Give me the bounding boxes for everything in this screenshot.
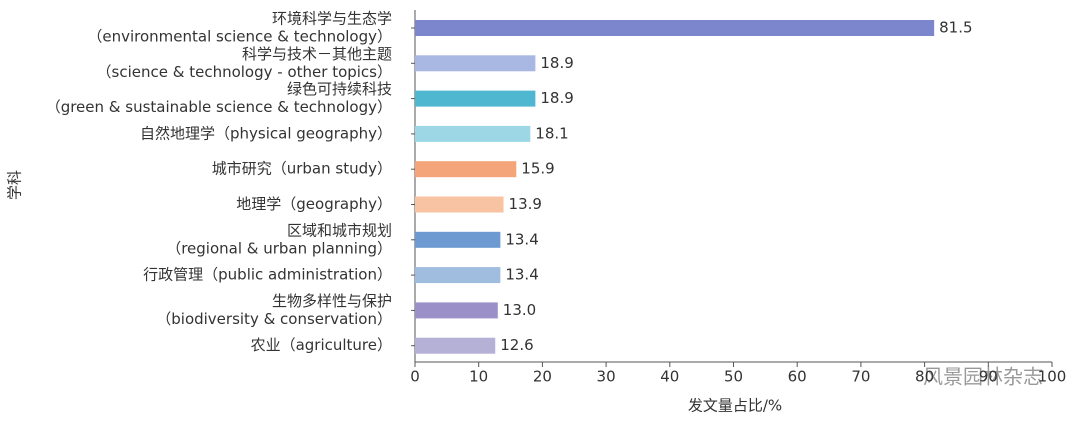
- y-tick-label: 城市研究（urban study）: [212, 160, 392, 178]
- bar: [415, 161, 517, 178]
- y-tick-label: 生物多样性与保护: [272, 292, 392, 310]
- bar: [415, 125, 531, 142]
- bar: [415, 337, 496, 354]
- y-tick-label: 区域和城市规划: [287, 221, 392, 239]
- y-axis-label: 学科: [6, 170, 24, 200]
- bar: [415, 90, 536, 107]
- value-label: 13.0: [503, 301, 536, 319]
- x-tick-label: 60: [788, 368, 807, 386]
- x-tick-label: 30: [597, 368, 616, 386]
- value-label: 81.5: [939, 19, 972, 37]
- bar: [415, 196, 504, 213]
- y-tick-label: 绿色可持续科技: [287, 80, 392, 98]
- value-label: 18.9: [540, 54, 573, 72]
- x-axis-label: 发文量占比/%: [688, 397, 782, 415]
- value-label: 15.9: [521, 160, 554, 178]
- x-tick-label: 100: [1038, 368, 1067, 386]
- y-tick-label: 科学与技术－其他主题: [242, 45, 392, 63]
- value-label: 13.9: [509, 195, 542, 213]
- x-tick-label: 10: [469, 368, 488, 386]
- value-label: 18.9: [540, 89, 573, 107]
- bar: [415, 302, 498, 319]
- x-tick-label: 90: [979, 368, 998, 386]
- y-tick-label: （regional & urban planning）: [166, 239, 392, 257]
- y-tick-label: （biodiversity & conservation）: [156, 310, 392, 328]
- y-tick-label: （science & technology - other topics）: [97, 63, 392, 81]
- x-tick-label: 70: [851, 368, 870, 386]
- x-tick-label: 0: [410, 368, 420, 386]
- value-label: 13.4: [505, 266, 538, 284]
- bar: [415, 267, 501, 284]
- y-tick-label: （green & sustainable science & technolog…: [46, 98, 392, 116]
- y-tick-label: 行政管理（public administration）: [143, 266, 392, 284]
- bar: [415, 55, 536, 72]
- x-tick-label: 20: [533, 368, 552, 386]
- y-tick-label: 自然地理学（physical geography）: [140, 124, 392, 142]
- bar: [415, 231, 501, 248]
- watermark: 风景园林杂志: [923, 365, 1043, 389]
- value-label: 12.6: [500, 336, 533, 354]
- y-tick-label: 环境科学与生态学: [272, 10, 392, 28]
- x-tick-label: 40: [660, 368, 679, 386]
- x-tick-label: 80: [915, 368, 934, 386]
- bar: [415, 20, 935, 36]
- y-tick-label: 农业（agriculture）: [251, 336, 392, 354]
- x-tick-label: 50: [724, 368, 743, 386]
- y-tick-label: 地理学（geography）: [236, 195, 392, 213]
- y-tick-label: （environmental science & technology）: [87, 28, 392, 46]
- value-label: 13.4: [505, 230, 538, 248]
- value-label: 18.1: [535, 124, 568, 142]
